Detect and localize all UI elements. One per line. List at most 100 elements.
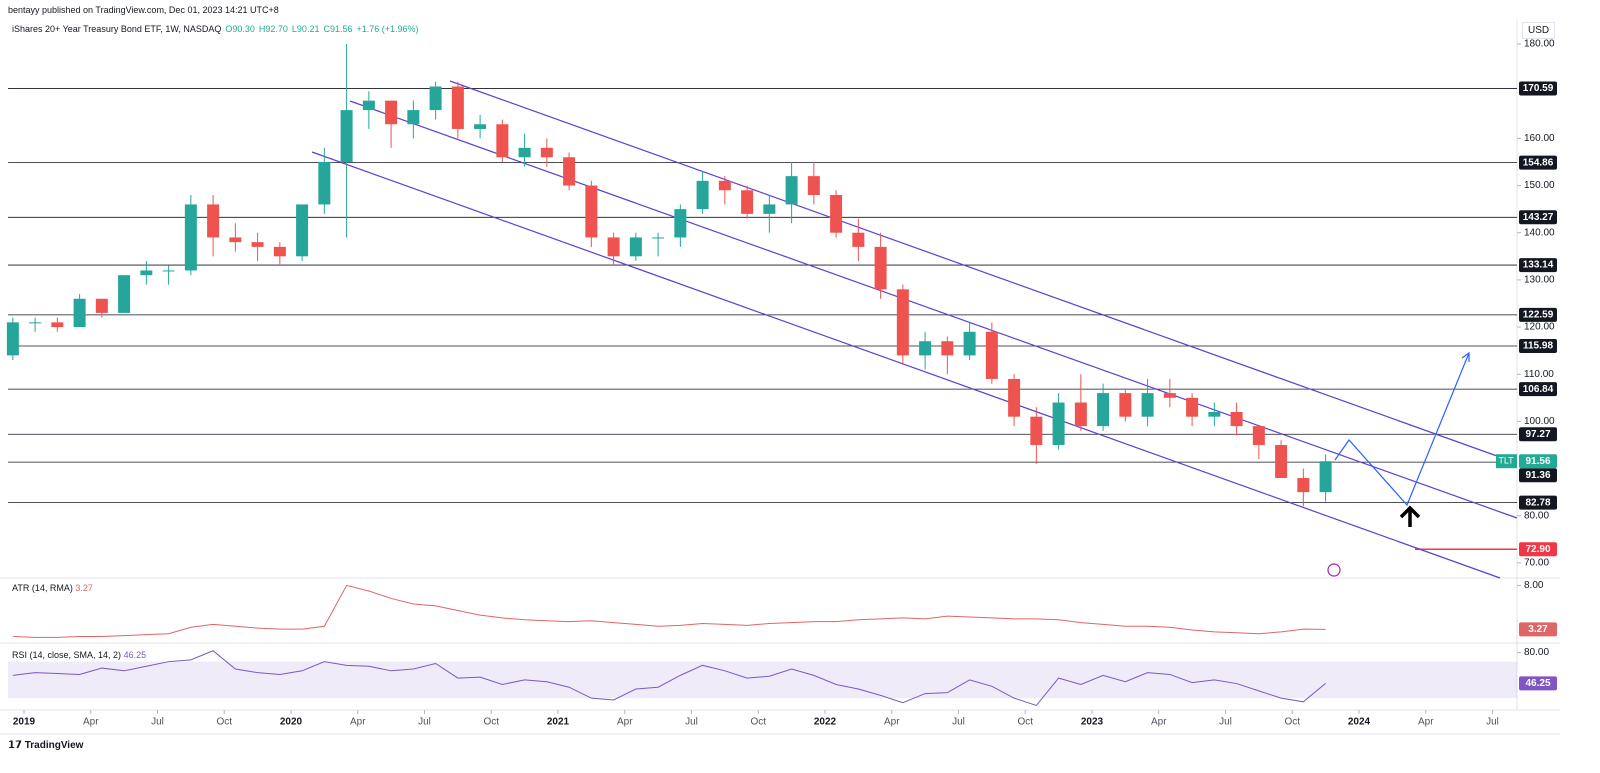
candle-body [540,147,553,158]
x-tick-label: Oct [216,717,232,728]
level-label: 154.86 [1523,157,1554,168]
x-tick-label: Oct [1284,717,1300,728]
candle-body [51,322,64,328]
level-label: 115.98 [1523,341,1553,352]
atr-value: 3.27 [75,583,93,593]
last-value: 3.27 [1528,624,1548,635]
level-tag [1519,81,1557,96]
candle-body [741,190,754,214]
candle-body [318,161,331,205]
drawings [311,80,1518,579]
x-tick-label: 2019 [13,717,36,728]
currency[interactable]: USD [1522,22,1556,39]
candle-body [251,242,264,247]
candle-body [1030,416,1043,445]
candle-body [229,237,242,243]
candle-body [6,322,19,356]
level-tag [1519,210,1557,225]
candle-body [296,204,309,257]
x-tick-label: Oct [483,717,499,728]
candle-body [1097,393,1110,427]
indicator-line [12,584,1326,638]
x-tick-label: Jul [952,717,965,728]
last-tag [1519,622,1557,637]
level-label: 82.78 [1525,497,1550,508]
x-tick-label: 2020 [280,717,303,728]
x-tick-label: Oct [750,717,766,728]
level-tag [1519,307,1557,322]
x-tick-label: Apr [1418,717,1434,728]
y-tick-label: 150.00 [1524,180,1555,191]
last-name: TLT [1498,456,1514,466]
target-tag [1519,542,1557,557]
level-tag [1519,495,1557,510]
candle-body [340,110,353,162]
x-tick-label: Apr [350,717,366,728]
candle-body [1208,411,1221,417]
x-tick-label: 2022 [814,717,837,728]
last-tag [1519,454,1557,469]
footer-text: TradingView [24,740,84,751]
last-tag [1519,676,1557,691]
candle-body [830,194,843,233]
level-label: 133.14 [1523,260,1554,271]
last-name-tag [1496,454,1517,469]
x-tick-label: Apr [884,717,900,728]
level-label: 91.36 [1525,470,1550,481]
level-label: 122.59 [1523,309,1554,320]
target-label: 72.90 [1525,544,1550,555]
candle-body [1252,426,1265,445]
candle-body [1319,461,1332,493]
candle-body [496,124,509,158]
candle-body [1141,393,1154,417]
candle-body [1230,411,1243,427]
channel-line [311,151,1501,579]
y-tick-label: 130.00 [1524,275,1555,286]
candle-body [1052,402,1065,445]
x-tick-label: Jul [1486,717,1499,728]
x-tick-label: Apr [83,717,99,728]
candle-body [919,341,932,356]
level-label: 106.84 [1523,384,1554,395]
candle-body [785,176,798,205]
level-label: 97.27 [1525,429,1550,440]
x-tick-label: 2021 [547,717,570,728]
level-tag [1519,258,1557,273]
candle-body [563,157,576,186]
candle-body [874,246,887,290]
up-arrow [1399,505,1421,527]
candle-body [674,209,687,238]
candle-body [941,341,954,356]
candle-body [184,204,197,271]
candle-body [1297,478,1310,493]
channel-line [349,100,1518,519]
candle-body [1163,393,1176,398]
last-price: 91.56 [1525,456,1550,467]
level-tag [1519,339,1557,354]
close: C91.56 [323,24,353,34]
candle-body [362,100,375,111]
candle-body [273,246,286,257]
x-tick-label: 2024 [1348,717,1371,728]
candle-body [896,289,909,356]
indicator-line [12,650,1326,707]
x-tick-label: 2023 [1081,717,1104,728]
candle-body [162,270,175,272]
candle-body [73,298,86,328]
publisher: bentayy published on TradingView.com, De… [8,5,279,15]
legend: iShares 20+ Year Treasury Bond ETF, 1W, … [12,24,423,34]
y-tick-label: 8.00 [1524,580,1544,591]
candle-body [652,237,665,239]
candle-body [696,180,709,210]
candle-body [407,110,420,125]
y-tick-label: 80.00 [1524,510,1549,521]
x-tick-label: Jul [1219,717,1232,728]
candle-body [140,270,153,276]
channel-line [449,80,1498,457]
y-tick-label: 110.00 [1524,369,1554,380]
candle-body [429,86,442,111]
candle-body [1186,397,1199,417]
y-tick-label: 70.00 [1524,558,1549,569]
level-tag [1519,427,1557,442]
x-tick-label: Apr [617,717,633,728]
